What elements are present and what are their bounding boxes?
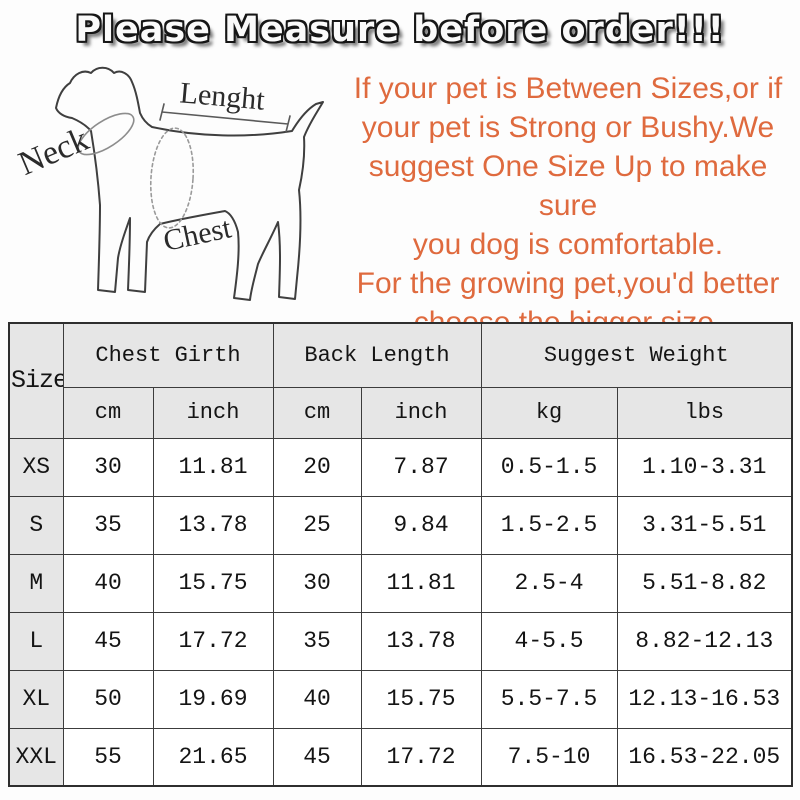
page-title: Please Measure before order!!! <box>75 10 725 50</box>
cell-chest-inch: 21.65 <box>152 727 274 787</box>
unit-chest-inch: inch <box>152 386 274 439</box>
cell-chest-cm: 50 <box>62 669 154 729</box>
size-label: S <box>8 495 64 555</box>
cell-back-inch: 13.78 <box>360 611 482 671</box>
size-label: XXL <box>8 727 64 787</box>
header-chest-girth: Chest Girth <box>62 322 274 388</box>
cell-back-cm: 35 <box>272 611 362 671</box>
notice-line: you dog is comfortable. <box>412 228 724 261</box>
cell-chest-inch: 17.72 <box>152 611 274 671</box>
cell-chest-cm: 40 <box>62 553 154 613</box>
cell-back-cm: 20 <box>272 437 362 497</box>
header-size: Size <box>8 322 64 439</box>
unit-chest-cm: cm <box>62 386 154 439</box>
unit-weight-kg: kg <box>480 386 618 439</box>
size-label: XS <box>8 437 64 497</box>
table-row: L 45 17.72 35 13.78 4-5.5 8.82-12.13 <box>8 611 793 671</box>
cell-back-cm: 45 <box>272 727 362 787</box>
size-table: Size Chest Girth Back Length Suggest Wei… <box>8 322 794 787</box>
cell-weight-kg: 1.5-2.5 <box>480 495 618 555</box>
size-label: M <box>8 553 64 613</box>
size-label: L <box>8 611 64 671</box>
notice-line: For the growing pet,you'd better <box>356 267 780 300</box>
label-neck: Neck <box>13 121 94 183</box>
unit-back-cm: cm <box>272 386 362 439</box>
cell-weight-lbs: 5.51-8.82 <box>616 553 793 613</box>
cell-chest-cm: 45 <box>62 611 154 671</box>
neck-girth-ring <box>77 112 135 156</box>
chest-girth-ring <box>149 127 195 229</box>
label-length: Lenght <box>179 76 267 116</box>
cell-back-cm: 30 <box>272 553 362 613</box>
header-back-length: Back Length <box>272 322 482 388</box>
length-measure-line <box>159 103 291 133</box>
cell-chest-inch: 13.78 <box>152 495 274 555</box>
table-row: XL 50 19.69 40 15.75 5.5-7.5 12.13-16.53 <box>8 669 793 729</box>
sizing-notice: If your pet is Between Sizes,or if your … <box>342 69 794 342</box>
cell-weight-lbs: 8.82-12.13 <box>616 611 793 671</box>
cell-chest-cm: 55 <box>62 727 154 787</box>
size-label: XL <box>8 669 64 729</box>
notice-line: suggest One Size Up to make sure <box>368 150 768 222</box>
cell-weight-kg: 7.5-10 <box>480 727 618 787</box>
cell-chest-inch: 15.75 <box>152 553 274 613</box>
cell-chest-cm: 30 <box>62 437 154 497</box>
unit-back-inch: inch <box>360 386 482 439</box>
cell-weight-lbs: 16.53-22.05 <box>616 727 793 787</box>
cell-back-inch: 15.75 <box>360 669 482 729</box>
cell-weight-kg: 4-5.5 <box>480 611 618 671</box>
table-row: XS 30 11.81 20 7.87 0.5-1.5 1.10-3.31 <box>8 437 793 497</box>
cell-chest-inch: 11.81 <box>152 437 274 497</box>
cell-back-cm: 40 <box>272 669 362 729</box>
cell-weight-kg: 2.5-4 <box>480 553 618 613</box>
label-chest: Chest <box>160 211 234 258</box>
notice-line: your pet is Strong or Bushy.We <box>361 111 775 144</box>
cell-weight-lbs: 12.13-16.53 <box>616 669 793 729</box>
cell-weight-lbs: 1.10-3.31 <box>616 437 793 497</box>
table-row: XXL 55 21.65 45 17.72 7.5-10 16.53-22.05 <box>8 727 793 787</box>
cell-back-cm: 25 <box>272 495 362 555</box>
cell-back-inch: 7.87 <box>360 437 482 497</box>
table-row: M 40 15.75 30 11.81 2.5-4 5.51-8.82 <box>8 553 793 613</box>
unit-weight-lbs: lbs <box>616 386 793 439</box>
cell-back-inch: 9.84 <box>360 495 482 555</box>
notice-line: If your pet is Between Sizes,or if <box>353 72 783 105</box>
cell-weight-kg: 0.5-1.5 <box>480 437 618 497</box>
cell-chest-inch: 19.69 <box>152 669 274 729</box>
cell-weight-lbs: 3.31-5.51 <box>616 495 793 555</box>
cell-back-inch: 11.81 <box>360 553 482 613</box>
cell-weight-kg: 5.5-7.5 <box>480 669 618 729</box>
table-row: S 35 13.78 25 9.84 1.5-2.5 3.31-5.51 <box>8 495 793 555</box>
header-suggest-weight: Suggest Weight <box>480 322 793 388</box>
dog-outline-drawing <box>55 66 324 301</box>
cell-back-inch: 17.72 <box>360 727 482 787</box>
dog-measurement-diagram: Lenght Neck Chest <box>13 66 324 301</box>
cell-chest-cm: 35 <box>62 495 154 555</box>
